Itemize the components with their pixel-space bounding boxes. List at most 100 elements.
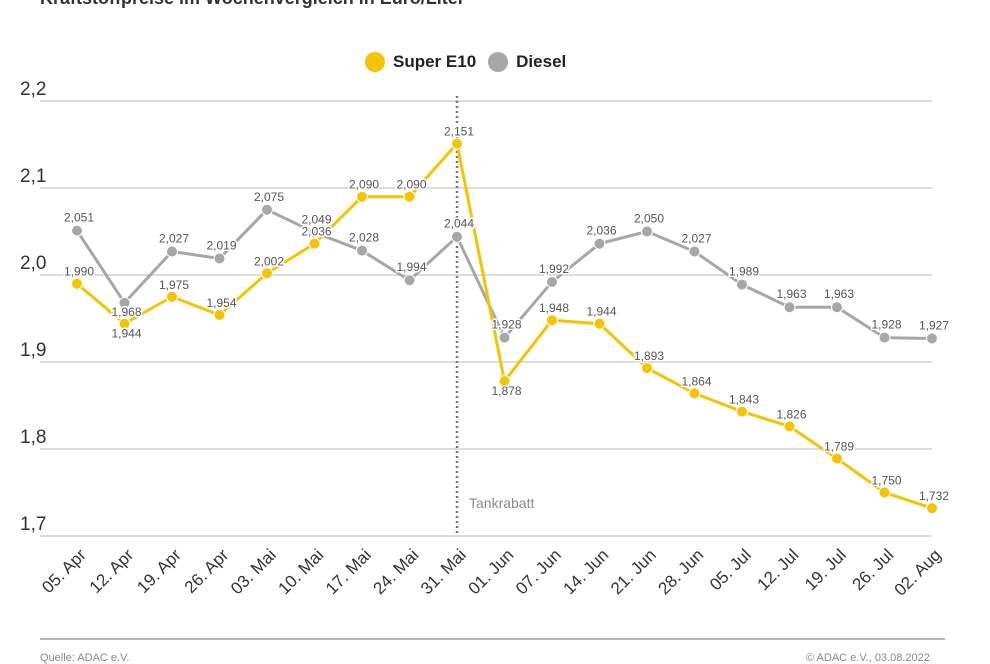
data-point-diesel: [166, 245, 178, 258]
x-tick-label: 12. Apr: [86, 545, 138, 597]
data-point-diesel: [451, 230, 463, 243]
data-label-diesel: 2,075: [254, 190, 284, 204]
data-label-diesel: 1,963: [824, 287, 854, 301]
data-point-super: [736, 405, 748, 418]
y-tick-label: 1,9: [20, 340, 46, 361]
x-tick-label: 05. Apr: [38, 545, 90, 597]
data-label-super: 2,090: [396, 178, 426, 192]
x-tick-label: 24. Mai: [369, 545, 422, 598]
tankrabatt-label: Tankrabatt: [469, 495, 534, 511]
legend-swatch-diesel: [488, 52, 509, 72]
legend-item-super: Super E10: [365, 52, 476, 72]
x-tick-label: 12. Jul: [753, 545, 802, 594]
data-label-super: 1,893: [634, 349, 664, 363]
data-label-diesel: 1,989: [729, 265, 759, 279]
data-label-diesel: 2,019: [206, 238, 236, 252]
data-label-super: 1,878: [491, 384, 521, 398]
data-point-super: [498, 375, 511, 388]
footer-rule: [40, 638, 945, 640]
y-tick-label: 2,2: [20, 79, 46, 100]
data-point-super: [356, 190, 368, 203]
data-point-super: [783, 420, 796, 433]
data-label-diesel: 2,027: [681, 232, 711, 246]
data-label-super: 1,789: [824, 440, 854, 454]
x-tick-label: 31. Mai: [417, 545, 470, 598]
legend-label-super: Super E10: [393, 52, 477, 71]
x-tick-label: 17. Mai: [322, 545, 375, 598]
data-point-super: [308, 237, 321, 250]
data-label-super: 1,843: [729, 393, 759, 407]
data-label-super: 2,002: [254, 254, 284, 268]
y-tick-label: 1,8: [20, 427, 46, 448]
data-label-diesel: 2,050: [634, 212, 664, 226]
x-tick-label: 19. Apr: [133, 545, 185, 597]
y-tick-label: 1,7: [20, 514, 46, 535]
x-tick-label: 26. Apr: [181, 545, 233, 597]
data-label-diesel: 2,051: [64, 211, 94, 225]
legend-swatch-super: [365, 52, 385, 72]
data-point-super: [546, 314, 558, 327]
data-point-diesel: [356, 244, 368, 257]
data-point-super: [166, 290, 178, 303]
legend-label-diesel: Diesel: [516, 52, 567, 71]
data-point-diesel: [213, 252, 226, 265]
x-tick-label: 10. Mai: [274, 545, 327, 598]
y-tick-label: 2,1: [20, 166, 46, 187]
chart-legend: Super E10 Diesel: [365, 52, 566, 72]
data-label-super: 1,975: [159, 278, 189, 292]
data-label-diesel: 2,027: [159, 232, 189, 246]
data-point-super: [403, 190, 416, 203]
data-label-diesel: 2,036: [586, 224, 616, 238]
data-point-diesel: [71, 224, 83, 237]
data-point-diesel: [926, 332, 938, 345]
data-label-diesel: 2,044: [444, 217, 474, 231]
data-point-diesel: [688, 245, 701, 258]
data-point-super: [641, 362, 653, 375]
footer-source: Quelle: ADAC e.V.: [40, 652, 130, 664]
data-point-super: [593, 317, 606, 330]
data-label-diesel: 2,028: [349, 231, 379, 245]
x-tick-label: 01. Jun: [464, 545, 517, 598]
x-tick-label: 14. Jun: [559, 545, 612, 598]
data-point-super: [878, 486, 891, 499]
data-label-diesel: 1,928: [871, 318, 901, 332]
data-point-diesel: [736, 278, 748, 291]
x-tick-label: 05. Jul: [706, 545, 755, 594]
data-label-super: 1,954: [206, 296, 236, 310]
footer-date: © ADAC e.V., 03.08.2022: [806, 652, 930, 664]
data-point-diesel: [831, 301, 843, 314]
data-point-diesel: [261, 203, 273, 216]
data-label-diesel: 2,049: [301, 212, 331, 226]
data-label-super: 1,826: [776, 407, 806, 421]
data-point-super: [451, 137, 463, 150]
legend-item-diesel: Diesel: [488, 52, 566, 72]
data-point-diesel: [641, 225, 653, 238]
data-label-super: 1,750: [871, 474, 901, 488]
x-tick-label: 03. Mai: [227, 545, 280, 598]
data-label-super: 2,151: [444, 125, 474, 139]
data-label-diesel: 1,968: [111, 305, 141, 319]
x-tick-label: 28. Jun: [654, 545, 707, 598]
data-label-super: 2,090: [349, 178, 379, 192]
data-label-super: 1,864: [681, 374, 711, 388]
data-point-diesel: [783, 301, 796, 314]
data-label-diesel: 1,994: [396, 260, 426, 274]
chart-subtitle: Kraftstoffpreise im Wochenvergleich in E…: [40, 0, 465, 9]
data-label-diesel: 1,992: [539, 262, 569, 276]
data-point-super: [71, 277, 83, 290]
data-point-diesel: [118, 296, 131, 309]
data-label-super: 2,036: [301, 225, 331, 239]
data-point-super: [118, 317, 131, 330]
data-point-diesel: [593, 237, 606, 250]
data-label-diesel: 1,928: [491, 318, 521, 332]
data-point-diesel: [546, 275, 558, 288]
data-point-super: [926, 502, 938, 515]
data-point-diesel: [403, 274, 416, 287]
y-tick-label: 2,0: [20, 253, 46, 274]
data-label-super: 1,732: [919, 489, 949, 503]
x-tick-label: 02. Aug: [891, 545, 945, 599]
data-label-super: 1,944: [111, 327, 141, 341]
data-point-super: [213, 309, 226, 322]
x-tick-label: 19. Jul: [801, 545, 850, 594]
x-tick-label: 21. Jun: [607, 545, 660, 598]
